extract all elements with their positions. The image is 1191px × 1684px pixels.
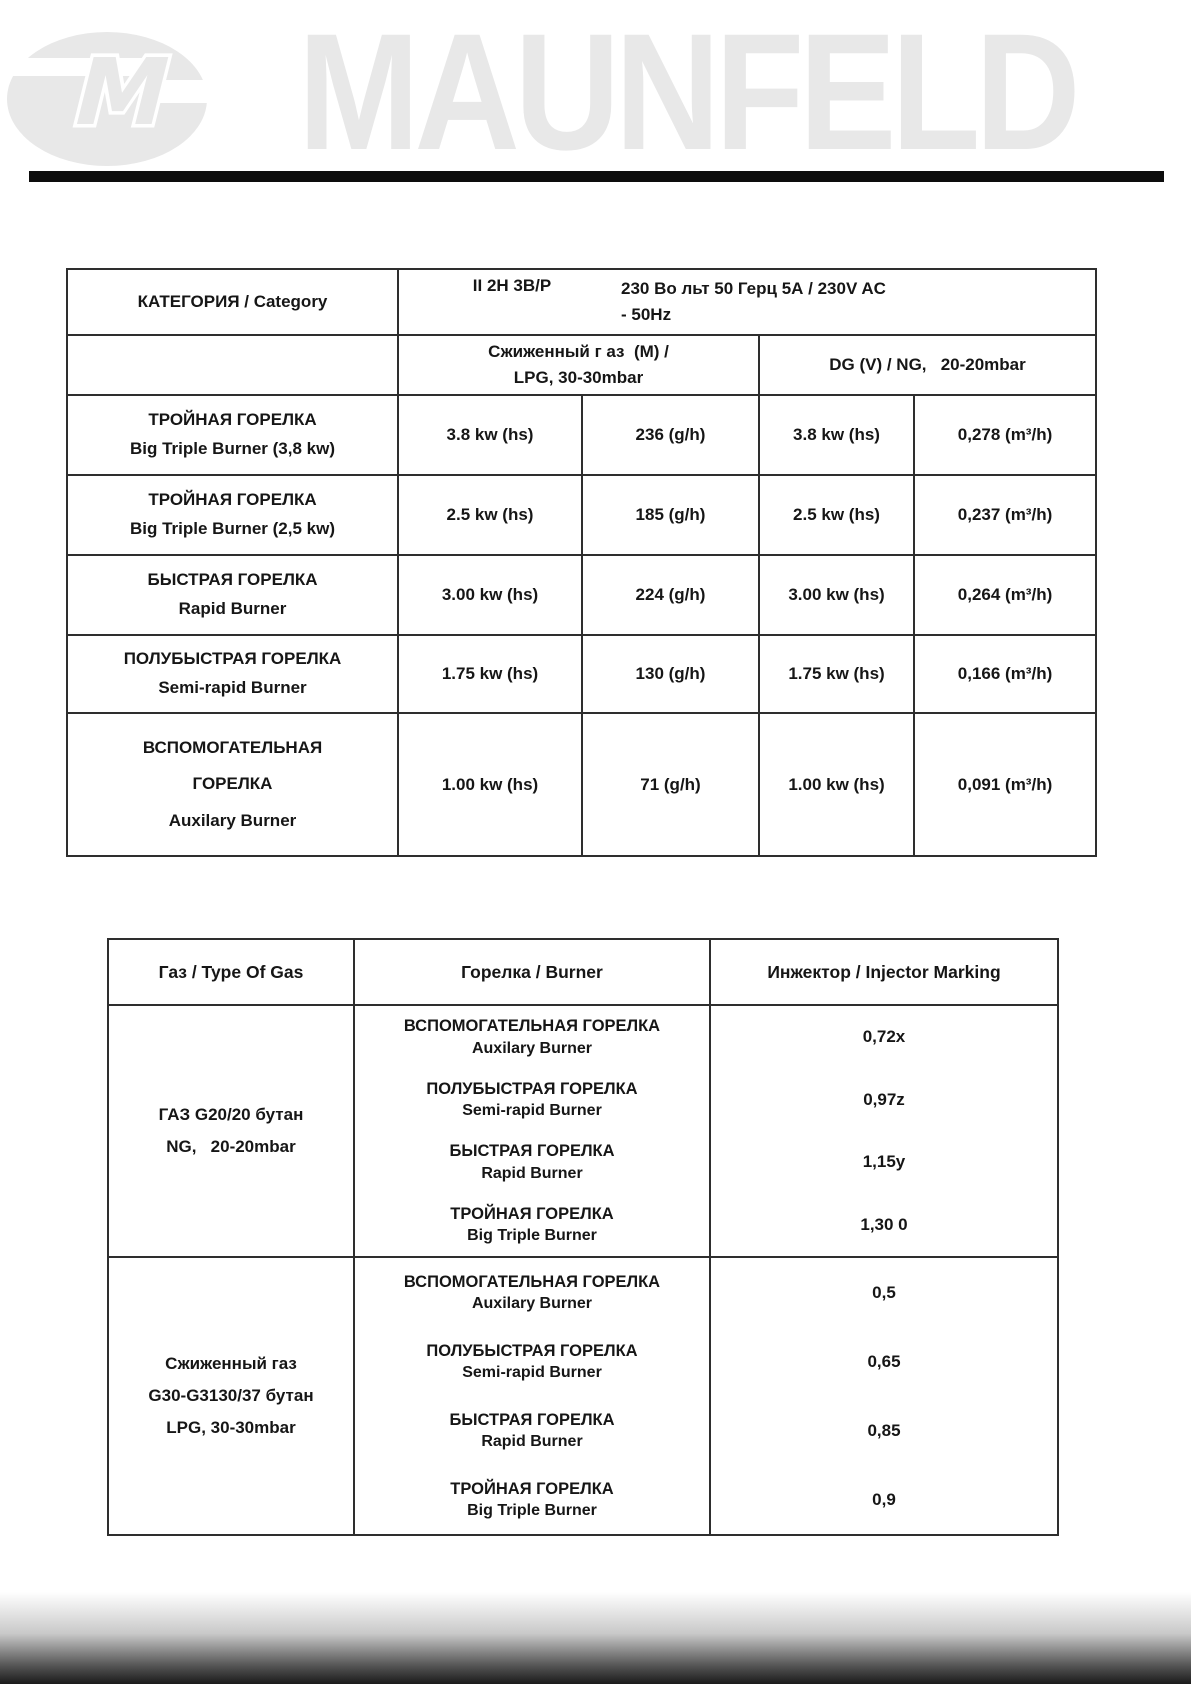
gas-type-cell: ГАЗ G20/20 бутан NG, 20-20mbar (109, 1006, 355, 1256)
lpg-column-header: Сжиженный г аз (М) / LPG, 30-30mbar (397, 334, 760, 396)
category-label-cell: КАТЕГОРИЯ / Category (66, 268, 399, 336)
table-row: КАТЕГОРИЯ / Category II 2H 3B/P 230 Во л… (66, 268, 1098, 336)
burner-list: ВСПОМОГАТЕЛЬНАЯ ГОРЕЛКА Auxilary Burner … (355, 1006, 711, 1256)
burner-column-header: Горелка / Burner (355, 940, 711, 1004)
lpg-consumption-cell: 185 (g/h) (581, 474, 760, 556)
injector-marking: 0,65 (867, 1351, 901, 1371)
burner-item: БЫСТРАЯ ГОРЕЛКА Rapid Burner (449, 1142, 615, 1182)
brand-wordmark: MAUNFELD (298, 0, 1081, 185)
category-power-spec: 230 Во льт 50 Герц 5А / 230V AC - 50Hz (621, 278, 886, 324)
lpg-power-cell: 1.00 kw (hs) (397, 712, 583, 857)
lpg-consumption-cell: 224 (g/h) (581, 554, 760, 636)
injector-marking: 0,9 (872, 1489, 896, 1509)
burner-item: ВСПОМОГАТЕЛЬНАЯ ГОРЕЛКА Auxilary Burner (403, 1017, 661, 1057)
lpg-power-cell: 1.75 kw (hs) (397, 634, 583, 714)
table-row: ПОЛУБЫСТРАЯ ГОРЕЛКА Semi-rapid Burner 1.… (66, 634, 1098, 714)
burner-item: ПОЛУБЫСТРАЯ ГОРЕЛКА Semi-rapid Burner (426, 1079, 638, 1120)
injector-marking-list: 0,72x 0,97z 1,15y 1,30 0 (711, 1006, 1057, 1256)
burner-item: ПОЛУБЫСТРАЯ ГОРЕЛКА Semi-rapid Burner (426, 1341, 638, 1381)
empty-cell (66, 334, 399, 396)
category-value-cell: II 2H 3B/P 230 Во льт 50 Герц 5А / 230V … (396, 268, 1098, 336)
table-row: ВСПОМОГАТЕЛЬНАЯ ГОРЕЛКА Auxilary Burner … (66, 712, 1098, 857)
table-row: БЫСТРАЯ ГОРЕЛКА Rapid Burner 3.00 kw (hs… (66, 554, 1098, 636)
burner-list: ВСПОМОГАТЕЛЬНАЯ ГОРЕЛКА Auxilary Burner … (355, 1258, 711, 1534)
maunfeld-emblem-icon: M (4, 32, 214, 166)
spec-table: КАТЕГОРИЯ / Category II 2H 3B/P 230 Во л… (66, 268, 1098, 857)
lpg-consumption-cell: 130 (g/h) (581, 634, 760, 714)
ng-power-cell: 3.00 kw (hs) (758, 554, 915, 636)
burner-item: БЫСТРАЯ ГОРЕЛКА Rapid Burner (449, 1410, 615, 1450)
ng-consumption-cell: 0,278 (m³/h) (912, 394, 1098, 476)
injector-marking: 1,30 0 (860, 1214, 908, 1234)
burner-name-cell: ТРОЙНАЯ ГОРЕЛКА Big Triple Burner (3,8 k… (66, 394, 399, 476)
ng-consumption-cell: 0,237 (m³/h) (912, 474, 1098, 556)
burner-item: ТРОЙНАЯ ГОРЕЛКА Big Triple Burner (450, 1204, 614, 1245)
ng-consumption-cell: 0,264 (m³/h) (912, 554, 1098, 636)
ng-power-cell: 1.00 kw (hs) (758, 712, 915, 857)
ng-consumption-cell: 0,166 (m³/h) (912, 634, 1098, 714)
gas-type-cell: Сжиженный газ G30-G3130/37 бутан LPG, 30… (109, 1258, 355, 1534)
gas-section-lpg: Сжиженный газ G30-G3130/37 бутан LPG, 30… (109, 1258, 1057, 1534)
header-divider-bar (29, 171, 1164, 182)
injector-table: Газ / Type Of Gas Горелка / Burner Инжек… (107, 938, 1059, 1536)
category-code: II 2H 3B/P (472, 275, 552, 295)
gas-column-header: Газ / Type Of Gas (109, 940, 355, 1004)
burner-name-cell: ПОЛУБЫСТРАЯ ГОРЕЛКА Semi-rapid Burner (66, 634, 399, 714)
ng-power-cell: 2.5 kw (hs) (758, 474, 915, 556)
injector-marking: 0,85 (867, 1420, 901, 1440)
page-bottom-gradient (0, 1592, 1191, 1684)
ng-column-header: DG (V) / NG, 20-20mbar (757, 334, 1098, 396)
injector-marking: 1,15y (862, 1152, 906, 1172)
table-row: Сжиженный г аз (М) / LPG, 30-30mbar DG (… (66, 334, 1098, 396)
gas-section-ng: ГАЗ G20/20 бутан NG, 20-20mbar ВСПОМОГАТ… (109, 1006, 1057, 1258)
ng-power-cell: 1.75 kw (hs) (758, 634, 915, 714)
injector-marking-list: 0,5 0,65 0,85 0,9 (711, 1258, 1057, 1534)
burner-item: ТРОЙНАЯ ГОРЕЛКА Big Triple Burner (450, 1479, 614, 1519)
lpg-consumption-cell: 71 (g/h) (581, 712, 760, 857)
injector-column-header: Инжектор / Injector Marking (767, 961, 1001, 982)
injector-marking: 0,72x (862, 1027, 906, 1047)
table-row: ТРОЙНАЯ ГОРЕЛКА Big Triple Burner (3,8 k… (66, 394, 1098, 476)
burner-item: ВСПОМОГАТЕЛЬНАЯ ГОРЕЛКА Auxilary Burner (403, 1272, 661, 1312)
lpg-power-cell: 2.5 kw (hs) (397, 474, 583, 556)
table-row: ТРОЙНАЯ ГОРЕЛКА Big Triple Burner (2,5 k… (66, 474, 1098, 556)
injector-table-header: Газ / Type Of Gas Горелка / Burner Инжек… (109, 940, 1057, 1006)
lpg-consumption-cell: 236 (g/h) (581, 394, 760, 476)
ng-power-cell: 3.8 kw (hs) (758, 394, 915, 476)
lpg-power-cell: 3.8 kw (hs) (397, 394, 583, 476)
ng-consumption-cell: 0,091 (m³/h) (912, 712, 1098, 857)
burner-name-cell: ВСПОМОГАТЕЛЬНАЯ ГОРЕЛКА Auxilary Burner (66, 712, 399, 857)
injector-marking: 0,97z (863, 1089, 905, 1109)
lpg-power-cell: 3.00 kw (hs) (397, 554, 583, 636)
burner-name-cell: ТРОЙНАЯ ГОРЕЛКА Big Triple Burner (2,5 k… (66, 474, 399, 556)
injector-marking: 0,5 (872, 1282, 896, 1302)
burner-name-cell: БЫСТРАЯ ГОРЕЛКА Rapid Burner (66, 554, 399, 636)
